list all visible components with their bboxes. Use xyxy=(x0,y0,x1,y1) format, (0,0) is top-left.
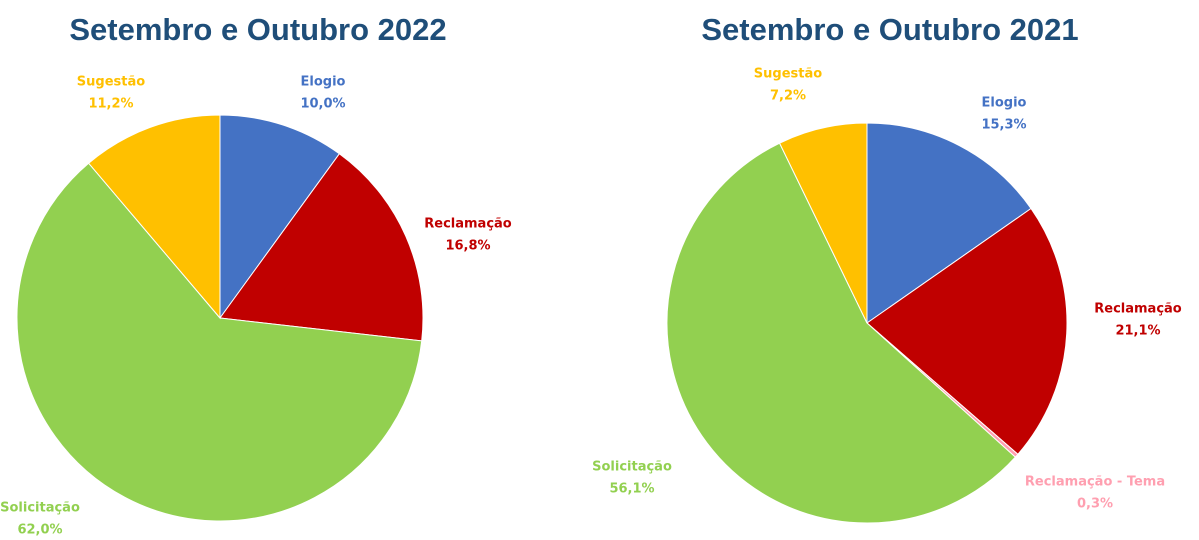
slice-label: Elogio xyxy=(301,75,346,90)
chart-title: Setembro e Outubro 2021 xyxy=(701,12,1078,47)
slice-label: Reclamação - Tema xyxy=(1025,475,1165,490)
slice-value-label: 56,1% xyxy=(609,482,654,497)
pie-slice xyxy=(778,122,868,324)
slice-value-label: 0,3% xyxy=(1077,497,1113,512)
pie-slice xyxy=(219,153,424,342)
slice-label: Reclamação xyxy=(424,217,512,232)
slice-value-label: 21,1% xyxy=(1115,324,1160,339)
pie-slice xyxy=(219,114,341,320)
pie-slice xyxy=(16,162,423,522)
slice-label: Solicitação xyxy=(592,460,672,475)
pie-slice xyxy=(866,207,1068,456)
slice-value-label: 16,8% xyxy=(445,239,490,254)
slice-label: Sugestão xyxy=(754,67,822,82)
slice-label: Elogio xyxy=(982,96,1027,111)
chart-title: Setembro e Outubro 2022 xyxy=(69,12,446,47)
slice-value-label: 10,0% xyxy=(300,97,345,112)
slice-label: Solicitação xyxy=(0,501,80,516)
pie-slice xyxy=(866,122,1032,324)
slice-label: Sugestão xyxy=(77,75,145,90)
slice-label: Reclamação xyxy=(1094,302,1182,317)
slice-value-label: 7,2% xyxy=(770,89,806,104)
slice-value-label: 15,3% xyxy=(981,118,1026,133)
pie-slice xyxy=(666,142,1017,524)
slice-value-label: 62,0% xyxy=(17,523,62,538)
slice-value-label: 11,2% xyxy=(88,97,133,112)
pie-slice xyxy=(87,114,221,320)
